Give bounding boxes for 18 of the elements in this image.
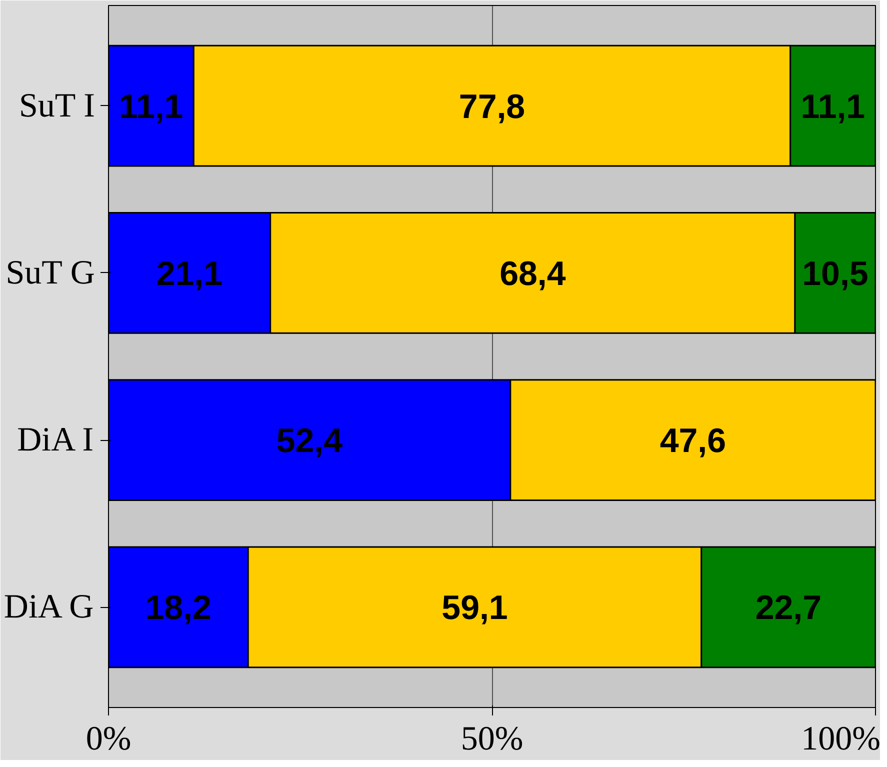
- y-tick-label: SuT G: [6, 254, 95, 292]
- x-tick-label: 50%: [460, 720, 524, 758]
- data-label: 21,1: [156, 254, 223, 293]
- y-tick-label: SuT I: [19, 87, 95, 124]
- data-label: 10,5: [802, 254, 868, 293]
- data-label: 77,8: [458, 88, 526, 126]
- data-label: 52,4: [276, 422, 343, 460]
- data-label: 59,1: [442, 589, 508, 628]
- data-label: 68,4: [500, 254, 566, 293]
- x-tick-label: 100%: [801, 720, 881, 758]
- x-tick-label: 0%: [86, 720, 132, 758]
- y-tick-label: DiA I: [17, 422, 94, 459]
- data-label: 47,6: [660, 422, 726, 460]
- y-tick-label: DiA G: [4, 588, 94, 626]
- data-label: 11,1: [118, 88, 184, 126]
- data-label: 22,7: [755, 589, 822, 628]
- data-label: 11,1: [800, 88, 866, 126]
- data-label: 18,2: [145, 589, 212, 628]
